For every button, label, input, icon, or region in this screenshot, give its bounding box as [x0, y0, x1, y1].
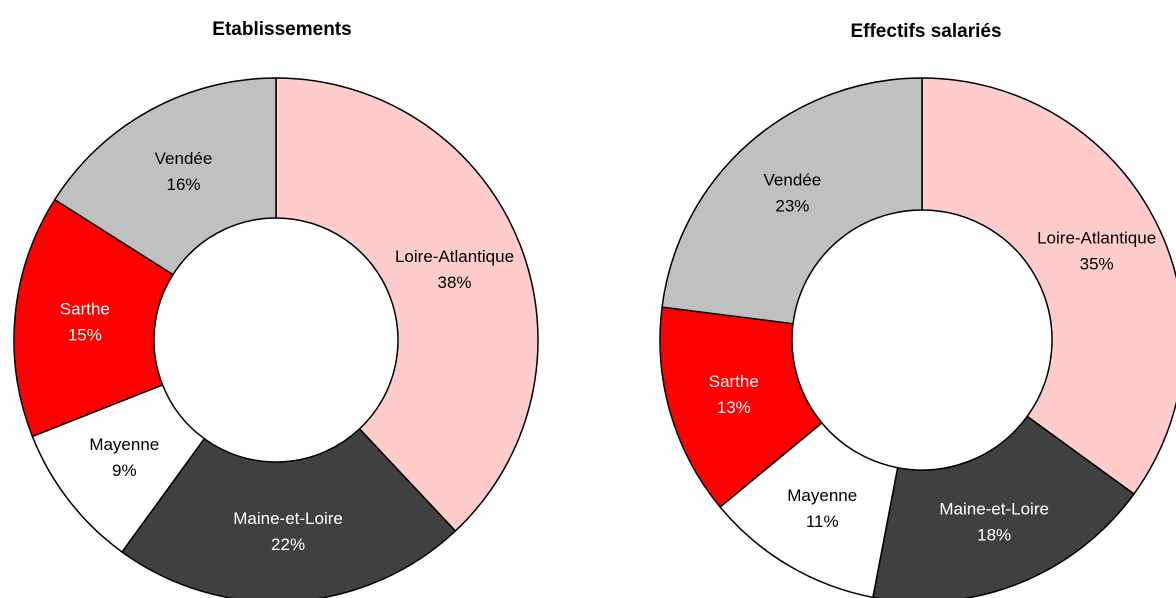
donut-slice — [872, 415, 1136, 598]
donut-slice — [53, 77, 277, 276]
slice-value-label: 9% — [112, 461, 137, 480]
slice-value-label: 38% — [438, 273, 472, 292]
donut-slice — [661, 77, 923, 325]
slice-label: Mayenne — [89, 435, 159, 454]
slice-label: Vendée — [155, 149, 213, 168]
donut-slice — [120, 427, 457, 598]
slice-value-label: 16% — [166, 175, 200, 194]
slice-value-label: 18% — [977, 526, 1011, 545]
slice-label: Sarthe — [709, 372, 759, 391]
slice-label: Sarthe — [60, 299, 110, 318]
slice-label: Maine-et-Loire — [939, 500, 1049, 519]
donut-slice — [13, 198, 175, 438]
donut-slice — [275, 77, 539, 533]
slice-label: Vendée — [764, 170, 822, 189]
chart-title: Etablissements — [212, 19, 351, 40]
slice-label: Maine-et-Loire — [233, 509, 343, 528]
chart-title: Effectifs salariés — [850, 21, 1001, 42]
slice-value-label: 11% — [806, 512, 839, 531]
slice-value-label: 22% — [271, 535, 305, 554]
slice-value-label: 23% — [775, 196, 809, 215]
slice-value-label: 13% — [717, 398, 751, 417]
slice-value-label: 15% — [68, 325, 102, 344]
slice-label: Loire-Atlantique — [395, 247, 514, 266]
slice-label: Mayenne — [787, 486, 857, 505]
donut-slice — [921, 77, 1176, 496]
slice-value-label: 35% — [1080, 255, 1114, 274]
slice-label: Loire-Atlantique — [1037, 229, 1156, 248]
